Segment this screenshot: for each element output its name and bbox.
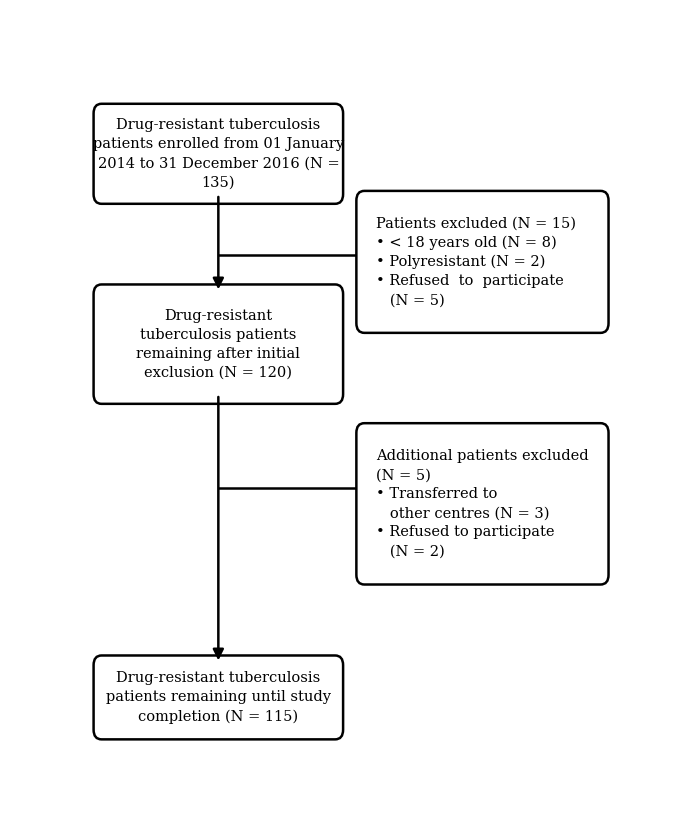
- FancyBboxPatch shape: [356, 423, 608, 585]
- Text: Drug-resistant
tuberculosis patients
remaining after initial
exclusion (N = 120): Drug-resistant tuberculosis patients rem…: [136, 308, 300, 380]
- FancyBboxPatch shape: [94, 284, 343, 404]
- Text: Patients excluded (N = 15)
• < 18 years old (N = 8)
• Polyresistant (N = 2)
• Re: Patients excluded (N = 15) • < 18 years …: [376, 216, 576, 308]
- FancyBboxPatch shape: [94, 655, 343, 739]
- Text: Additional patients excluded
(N = 5)
• Transferred to
   other centres (N = 3)
•: Additional patients excluded (N = 5) • T…: [376, 449, 588, 558]
- FancyBboxPatch shape: [356, 191, 608, 333]
- Text: Drug-resistant tuberculosis
patients remaining until study
completion (N = 115): Drug-resistant tuberculosis patients rem…: [106, 671, 331, 724]
- Text: Drug-resistant tuberculosis
patients enrolled from 01 January
2014 to 31 Decembe: Drug-resistant tuberculosis patients enr…: [92, 118, 344, 189]
- FancyBboxPatch shape: [94, 104, 343, 204]
